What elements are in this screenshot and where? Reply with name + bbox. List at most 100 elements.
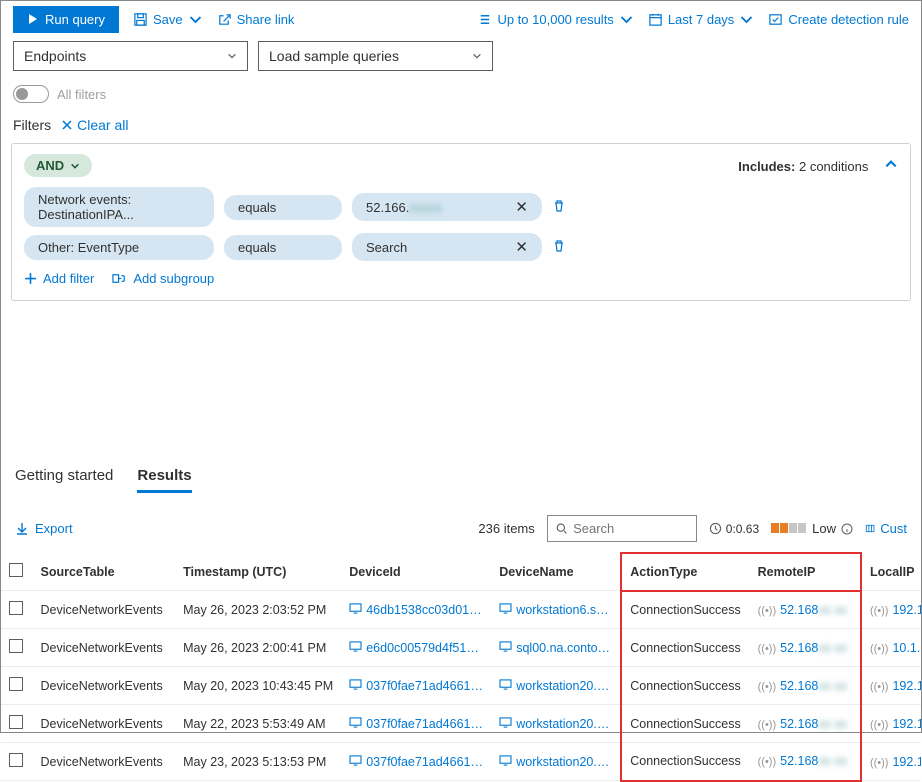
includes-label: Includes:	[738, 159, 795, 174]
col-timestamp[interactable]: Timestamp (UTC)	[175, 553, 341, 591]
filter-field-chip[interactable]: Network events: DestinationIPA...	[24, 187, 214, 227]
share-link-button[interactable]: Share link	[217, 12, 295, 27]
cell-localip[interactable]: ((•))192.168	[861, 591, 921, 629]
all-filters-toggle[interactable]	[13, 85, 49, 103]
delete-filter-button[interactable]	[552, 239, 566, 256]
cell-deviceid[interactable]: 037f0fae71ad4661e3...	[341, 705, 491, 743]
elapsed-time: 0:0.63	[709, 522, 759, 536]
timerange-dropdown[interactable]: Last 7 days	[648, 12, 755, 27]
save-icon	[133, 12, 148, 27]
clock-icon	[709, 522, 722, 535]
logic-operator-pill[interactable]: AND	[24, 154, 92, 177]
cell-remoteip[interactable]: ((•))52.168xx xx	[750, 591, 861, 629]
table-row[interactable]: DeviceNetworkEvents May 26, 2023 2:00:41…	[1, 629, 921, 667]
run-query-button[interactable]: Run query	[13, 6, 119, 33]
cell-remoteip[interactable]: ((•))52.168xx xx	[750, 743, 861, 781]
clear-value-button[interactable]: ✕	[515, 198, 528, 216]
cell-actiontype: ConnectionSuccess	[621, 705, 749, 743]
cell-localip[interactable]: ((•))10.1.5.1	[861, 629, 921, 667]
col-remoteip[interactable]: RemoteIP	[750, 553, 861, 591]
cell-devicename[interactable]: sql00.na.contosohote...	[491, 629, 621, 667]
cell-deviceid[interactable]: 46db1538cc03d01ed...	[341, 591, 491, 629]
network-icon: ((•))	[870, 757, 889, 769]
detection-rule-icon	[768, 12, 783, 27]
col-sourcetable[interactable]: SourceTable	[32, 553, 175, 591]
cell-source: DeviceNetworkEvents	[32, 629, 175, 667]
add-subgroup-button[interactable]: Add subgroup	[112, 271, 214, 286]
row-checkbox[interactable]	[9, 715, 23, 729]
network-icon: ((•))	[758, 681, 777, 693]
table-row[interactable]: DeviceNetworkEvents May 22, 2023 5:53:49…	[1, 705, 921, 743]
search-input[interactable]	[573, 521, 688, 536]
tab-results[interactable]: Results	[137, 461, 191, 493]
cell-deviceid[interactable]: e6d0c00579d4f51ee1...	[341, 629, 491, 667]
filter-value-chip[interactable]: Search ✕	[352, 233, 542, 261]
includes-count: 2 conditions	[799, 159, 868, 174]
cell-devicename[interactable]: workstation20.seccxp...	[491, 705, 621, 743]
endpoints-select[interactable]: Endpoints	[13, 41, 248, 71]
clear-all-button[interactable]: Clear all	[61, 117, 128, 133]
chevron-down-icon	[70, 161, 80, 171]
cell-timestamp: May 26, 2023 2:03:52 PM	[175, 591, 341, 629]
customize-columns-button[interactable]: Cust	[865, 521, 907, 536]
sample-queries-select[interactable]: Load sample queries	[258, 41, 493, 71]
clear-value-button[interactable]: ✕	[515, 238, 528, 256]
save-button[interactable]: Save	[133, 12, 203, 27]
select-all-checkbox[interactable]	[9, 563, 23, 577]
endpoints-label: Endpoints	[24, 48, 86, 64]
clear-all-label: Clear all	[77, 117, 128, 133]
trash-icon	[552, 239, 566, 253]
all-filters-label: All filters	[57, 87, 106, 102]
cell-actiontype: ConnectionSuccess	[621, 743, 749, 781]
collapse-button[interactable]	[884, 159, 898, 174]
delete-filter-button[interactable]	[552, 199, 566, 216]
cell-devicename[interactable]: workstation20.seccxp...	[491, 667, 621, 705]
device-icon	[499, 755, 512, 766]
export-button[interactable]: Export	[15, 521, 73, 536]
cell-localip[interactable]: ((•))192.168	[861, 705, 921, 743]
row-checkbox[interactable]	[9, 639, 23, 653]
filter-operator-chip[interactable]: equals	[224, 235, 342, 260]
cell-timestamp: May 26, 2023 2:00:41 PM	[175, 629, 341, 667]
create-detection-rule-button[interactable]: Create detection rule	[768, 12, 909, 27]
row-checkbox[interactable]	[9, 677, 23, 691]
filters-header: Filters Clear all	[1, 107, 921, 137]
table-row[interactable]: DeviceNetworkEvents May 26, 2023 2:03:52…	[1, 591, 921, 629]
col-deviceid[interactable]: DeviceId	[341, 553, 491, 591]
add-filter-button[interactable]: Add filter	[24, 271, 94, 286]
filter-value-chip[interactable]: 52.166.xxxxx ✕	[352, 193, 542, 221]
cell-devicename[interactable]: workstation20.seccxp...	[491, 743, 621, 781]
download-icon	[15, 522, 29, 536]
results-limit-dropdown[interactable]: Up to 10,000 results	[477, 12, 633, 27]
cell-remoteip[interactable]: ((•))52.168xx xx	[750, 705, 861, 743]
tab-getting-started[interactable]: Getting started	[15, 461, 113, 493]
includes-summary: Includes: 2 conditions	[738, 157, 898, 174]
sample-label: Load sample queries	[269, 48, 399, 64]
filter-field-chip[interactable]: Other: EventType	[24, 235, 214, 260]
col-devicename[interactable]: DeviceName	[491, 553, 621, 591]
filter-operator-chip[interactable]: equals	[224, 195, 342, 220]
row-checkbox[interactable]	[9, 601, 23, 615]
cell-deviceid[interactable]: 037f0fae71ad4661e3...	[341, 743, 491, 781]
cell-actiontype: ConnectionSuccess	[621, 667, 749, 705]
cell-localip[interactable]: ((•))192.168	[861, 743, 921, 781]
table-row[interactable]: DeviceNetworkEvents May 23, 2023 5:13:53…	[1, 743, 921, 781]
cell-source: DeviceNetworkEvents	[32, 667, 175, 705]
subgroup-icon	[112, 272, 127, 285]
cell-localip[interactable]: ((•))192.168	[861, 667, 921, 705]
calendar-icon	[648, 12, 663, 27]
cell-timestamp: May 23, 2023 5:13:53 PM	[175, 743, 341, 781]
cell-remoteip[interactable]: ((•))52.168xx xx	[750, 667, 861, 705]
cell-devicename[interactable]: workstation6.seccxp...	[491, 591, 621, 629]
network-icon: ((•))	[870, 681, 889, 693]
col-localip[interactable]: LocalIP	[861, 553, 921, 591]
search-box[interactable]	[547, 515, 697, 542]
cell-remoteip[interactable]: ((•))52.168xx xx	[750, 629, 861, 667]
cell-actiontype: ConnectionSuccess	[621, 629, 749, 667]
device-icon	[349, 679, 362, 690]
row-checkbox[interactable]	[9, 753, 23, 767]
col-actiontype[interactable]: ActionType	[621, 553, 749, 591]
cell-deviceid[interactable]: 037f0fae71ad4661e3...	[341, 667, 491, 705]
table-row[interactable]: DeviceNetworkEvents May 20, 2023 10:43:4…	[1, 667, 921, 705]
network-icon: ((•))	[870, 605, 889, 617]
